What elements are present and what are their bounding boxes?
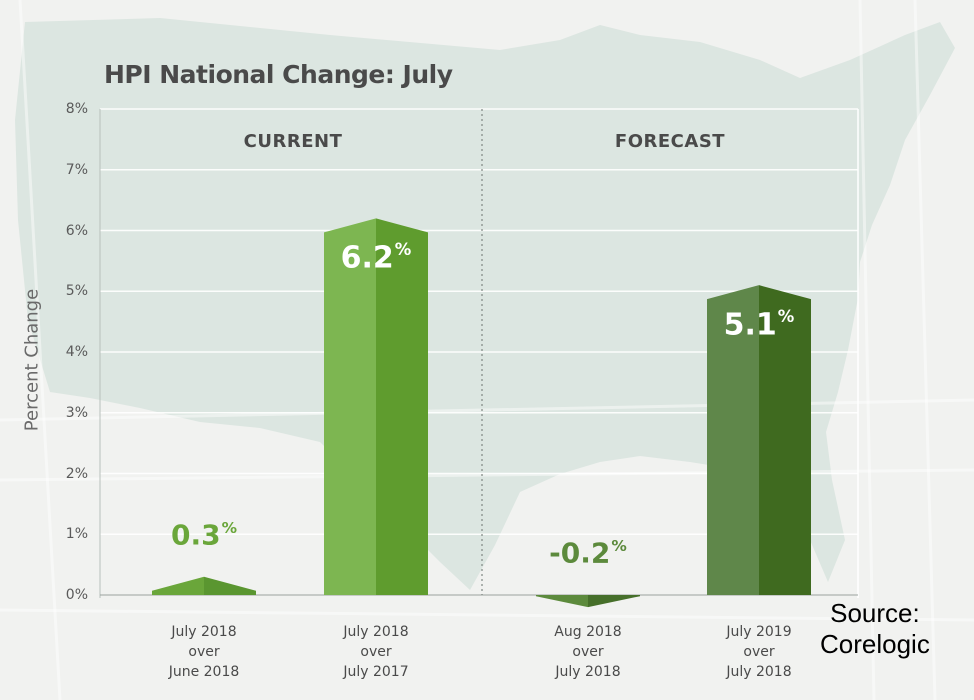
chart-title: HPI National Change: July [104,60,453,89]
panel-label-current: CURRENT [243,131,343,152]
data-label: 5.1% [723,307,795,343]
source-name: Corelogic [820,629,930,659]
bar [536,595,640,608]
bar [707,285,811,595]
source-label: Source: [830,598,920,628]
y-tick-label: 0% [65,587,88,603]
y-tick-label: 2% [65,465,88,482]
source-note: Source: Corelogic [820,598,930,660]
y-tick-label: 6% [65,222,88,239]
bar [324,218,428,595]
y-tick-label: 4% [65,344,88,360]
x-category-label: July 2018 over June 2018 [168,624,240,680]
bars [152,218,811,608]
y-tick-label: 3% [65,404,88,421]
panel-label-forecast: FORECAST [614,131,726,152]
y-tick-label: 1% [65,526,88,543]
y-tick-label: 5% [65,283,88,300]
x-category-label: July 2019 over July 2018 [726,624,792,680]
bar [152,576,256,595]
x-category-label: July 2018 over July 2017 [343,624,409,680]
data-label: -0.2% [549,536,627,570]
y-tick-label: 7% [65,161,88,178]
y-tick-label: 8% [65,101,88,117]
x-category-label: Aug 2018 over July 2018 [554,624,622,680]
data-label: 0.3% [170,518,238,552]
data-label: 6.2% [340,240,412,276]
